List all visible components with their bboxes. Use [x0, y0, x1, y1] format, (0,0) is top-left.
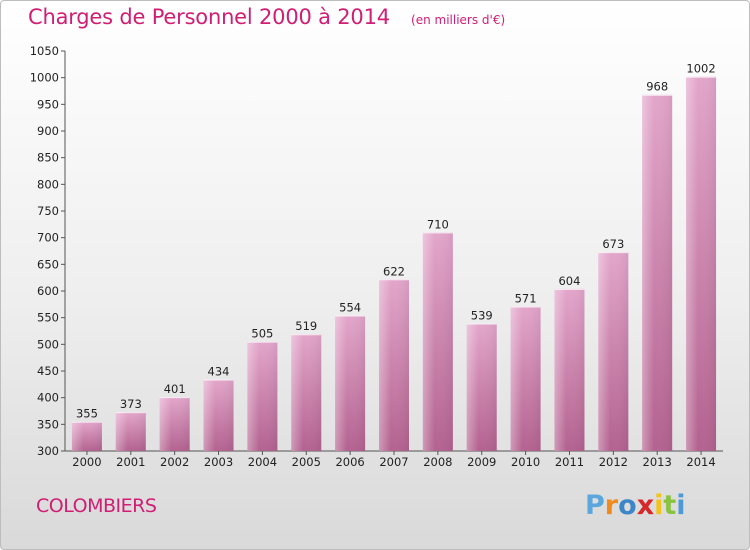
logo-letter: t: [663, 490, 677, 521]
data-label: 554: [339, 301, 361, 315]
bar-shine: [422, 232, 453, 451]
y-tick-label: 300: [37, 444, 59, 458]
logo-letter: o: [618, 490, 637, 521]
data-label: 673: [602, 237, 624, 251]
data-label: 1002: [686, 62, 715, 76]
x-axis: 2000 2001 2002 2003 2004 2005 2006 2007 2008 2009…: [65, 450, 723, 469]
bar-shine: [466, 323, 497, 451]
data-label: 373: [120, 397, 142, 411]
y-tick-label: 900: [37, 124, 59, 138]
data-label: 622: [383, 264, 405, 278]
x-tick-label: 2000: [72, 455, 101, 469]
data-label: 539: [471, 309, 493, 323]
x-tick-label: 2009: [467, 455, 496, 469]
y-tick-label: 700: [37, 231, 59, 245]
y-tick-label: 600: [37, 284, 59, 298]
x-tick-label: 2004: [248, 455, 277, 469]
title-row: Charges de Personnel 2000 à 2014 (en mil…: [28, 5, 505, 29]
x-tick-label: 2005: [292, 455, 321, 469]
logo-letter: i: [676, 490, 686, 521]
data-label: 355: [76, 407, 98, 421]
data-labels: 355 373 401 434 505 519 554 622 710 539 571 604 673 9…: [76, 62, 716, 421]
data-label: 710: [427, 217, 449, 231]
y-axis: 300 350 400 450 500 550 600 650 700 750 800 850 900 9…: [30, 44, 66, 458]
x-tick-label: 2003: [204, 455, 233, 469]
data-label: 434: [208, 365, 230, 379]
y-tick-label: 750: [37, 204, 59, 218]
logo-letter: i: [654, 490, 664, 521]
y-tick-label: 950: [37, 97, 59, 111]
y-tick-label: 850: [37, 151, 59, 165]
x-tick-label: 2006: [335, 455, 364, 469]
x-tick-label: 2014: [686, 455, 715, 469]
chart-title: Charges de Personnel 2000 à 2014: [28, 5, 390, 29]
bar-shine: [554, 288, 585, 451]
x-tick-label: 2001: [116, 455, 145, 469]
x-tick-label: 2008: [423, 455, 452, 469]
x-tick-label: 2007: [379, 455, 408, 469]
proxiti-logo[interactable]: Proxiti: [585, 490, 686, 521]
bar-shine: [686, 76, 717, 451]
logo-letter: r: [604, 490, 619, 521]
x-tick-label: 2011: [555, 455, 584, 469]
data-label: 604: [558, 274, 580, 288]
y-tick-label: 400: [37, 391, 59, 405]
logo-letter: P: [585, 490, 605, 521]
bar-shine: [510, 306, 541, 451]
bar-shine: [115, 412, 146, 451]
bars: [71, 76, 717, 451]
logo-letter: x: [636, 490, 655, 521]
commune-name: COLOMBIERS: [36, 495, 157, 517]
data-label: 519: [295, 319, 317, 333]
bar-shine: [335, 315, 366, 451]
data-label: 505: [251, 327, 273, 341]
y-tick-label: 1000: [30, 71, 59, 85]
x-tick-label: 2012: [599, 455, 628, 469]
bar-shine: [598, 252, 629, 451]
bar-shine: [203, 379, 234, 451]
bar-shine: [642, 94, 673, 451]
y-tick-label: 350: [37, 417, 59, 431]
y-tick-label: 800: [37, 177, 59, 191]
x-tick-label: 2010: [511, 455, 540, 469]
data-label: 401: [164, 382, 186, 396]
y-tick-label: 1050: [30, 44, 59, 58]
chart-subtitle: (en milliers d'€): [411, 13, 506, 27]
bar-shine: [71, 421, 102, 451]
data-label: 968: [646, 80, 668, 94]
y-tick-label: 450: [37, 364, 59, 378]
x-tick-label: 2002: [160, 455, 189, 469]
bar-shine: [159, 397, 190, 451]
bar-shine: [247, 341, 278, 451]
y-tick-label: 650: [37, 257, 59, 271]
bar-shine: [379, 279, 409, 451]
x-tick-label: 2013: [643, 455, 672, 469]
data-label: 571: [515, 291, 537, 305]
y-tick-label: 500: [37, 337, 59, 351]
bar-shine: [291, 334, 322, 451]
y-tick-label: 550: [37, 311, 59, 325]
